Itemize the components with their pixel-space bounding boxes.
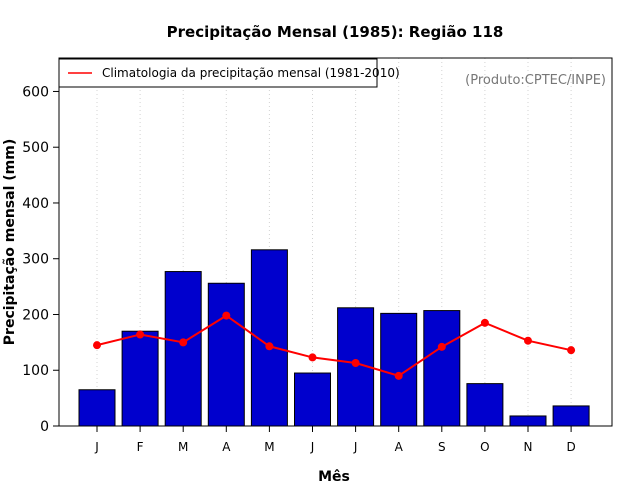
bar bbox=[423, 310, 461, 427]
climatology-point bbox=[394, 371, 403, 380]
climatology-point bbox=[308, 353, 317, 362]
climatology-line bbox=[93, 311, 576, 380]
y-axis: 0 100 200 300 400 500 600 bbox=[22, 84, 59, 435]
y-tick-label: 200 bbox=[22, 307, 49, 323]
plot-frame bbox=[58, 57, 613, 427]
y-tick-label: 100 bbox=[22, 363, 49, 379]
climatology-point bbox=[351, 358, 360, 367]
bar bbox=[78, 389, 116, 427]
x-tick-label: A bbox=[222, 440, 231, 454]
grid bbox=[96, 58, 572, 426]
bar bbox=[121, 330, 159, 427]
climatology-polyline bbox=[96, 314, 572, 377]
y-tick-label: 500 bbox=[22, 140, 49, 156]
legend: Climatologia da precipitação mensal (198… bbox=[58, 58, 400, 88]
climatology-point bbox=[265, 342, 274, 351]
x-tick-label: M bbox=[264, 440, 274, 454]
y-tick-label: 300 bbox=[22, 252, 49, 268]
x-tick-label: A bbox=[395, 440, 404, 454]
climatology-point bbox=[93, 341, 101, 350]
climatology-point bbox=[480, 318, 489, 327]
y-axis-label: Precipitação mensal (mm) bbox=[2, 139, 18, 345]
x-axis-label: Mês bbox=[318, 469, 350, 485]
climatology-point bbox=[222, 311, 231, 320]
x-tick-label: O bbox=[480, 440, 489, 454]
bar bbox=[294, 372, 331, 427]
x-tick-label: N bbox=[524, 440, 533, 454]
y-tick-label: 400 bbox=[22, 196, 49, 212]
credit-annotation: (Produto:CPTEC/INPE) bbox=[465, 73, 606, 88]
bar bbox=[509, 415, 547, 427]
legend-box bbox=[58, 58, 378, 88]
climatology-point bbox=[567, 346, 576, 355]
x-tick-label: D bbox=[566, 440, 575, 454]
climatology-point bbox=[136, 330, 145, 339]
climatology-point bbox=[524, 336, 532, 345]
chart-title: Precipitação Mensal (1985): Região 118 bbox=[167, 23, 504, 41]
x-tick-label: S bbox=[438, 440, 446, 454]
x-tick-label: F bbox=[137, 440, 144, 454]
x-tick-label: J bbox=[94, 440, 99, 454]
legend-entry: Climatologia da precipitação mensal (198… bbox=[102, 66, 400, 80]
x-tick-label: M bbox=[178, 440, 188, 454]
bar bbox=[466, 383, 504, 427]
y-tick-label: 0 bbox=[40, 419, 49, 435]
x-tick-label: J bbox=[353, 440, 358, 454]
climatology-point bbox=[437, 342, 446, 351]
bar bbox=[552, 405, 590, 427]
bar bbox=[164, 271, 202, 427]
x-tick-label: J bbox=[310, 440, 315, 454]
y-tick-label: 600 bbox=[22, 84, 49, 100]
bar bbox=[207, 282, 245, 427]
bar bbox=[380, 312, 418, 427]
climatology-point bbox=[179, 338, 188, 347]
